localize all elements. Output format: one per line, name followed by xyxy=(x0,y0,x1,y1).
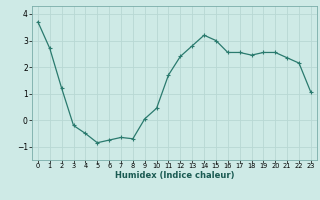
X-axis label: Humidex (Indice chaleur): Humidex (Indice chaleur) xyxy=(115,171,234,180)
